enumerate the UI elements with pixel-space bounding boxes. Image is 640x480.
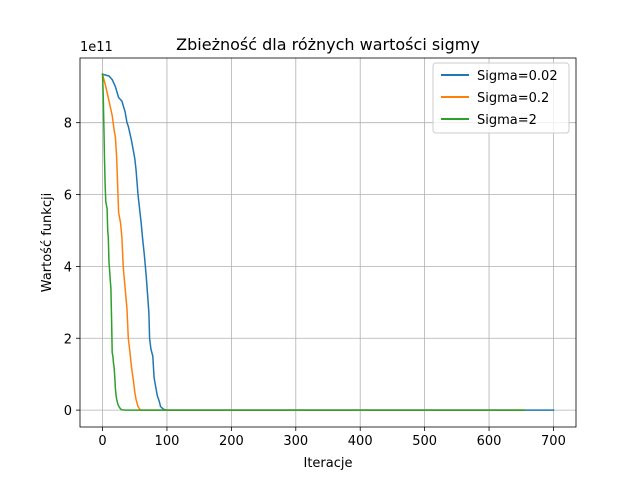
legend-label: Sigma=2 (477, 113, 537, 128)
y-tick-label: 0 (64, 404, 72, 419)
series-lines (101, 73, 555, 411)
plot-area-frame (79, 57, 577, 428)
x-axis-label: Iteracje (304, 456, 353, 471)
x-tick-label: 300 (283, 434, 308, 449)
series-line-1 (101, 73, 555, 411)
legend-label: Sigma=0.02 (477, 69, 558, 84)
axis-ticks: 0 100 200 300 400 500 600 700 0 2 4 6 8 (64, 117, 566, 449)
x-tick-label: 600 (477, 434, 502, 449)
y-tick-label: 4 (64, 260, 72, 275)
legend-box (432, 62, 570, 134)
x-tick-label: 0 (98, 434, 106, 449)
x-tick-label: 400 (348, 434, 373, 449)
y-axis-label: Wartość funkcji (40, 193, 55, 292)
x-tick-label: 700 (541, 434, 566, 449)
x-tick-label: 100 (155, 434, 180, 449)
y-axis-offset-label: 1e11 (80, 40, 113, 55)
legend-label: Sigma=0.2 (477, 91, 549, 106)
x-tick-label: 500 (412, 434, 437, 449)
y-tick-label: 8 (64, 117, 72, 132)
legend: Sigma=0.02 Sigma=0.2 Sigma=2 (432, 62, 570, 134)
chart-title: Zbieżność dla różnych wartości sigmy (176, 35, 480, 54)
series-line-2 (101, 73, 526, 411)
y-tick-label: 6 (64, 189, 72, 204)
y-tick-label: 2 (64, 332, 72, 347)
x-tick-label: 200 (219, 434, 244, 449)
series-line-3 (101, 73, 526, 411)
